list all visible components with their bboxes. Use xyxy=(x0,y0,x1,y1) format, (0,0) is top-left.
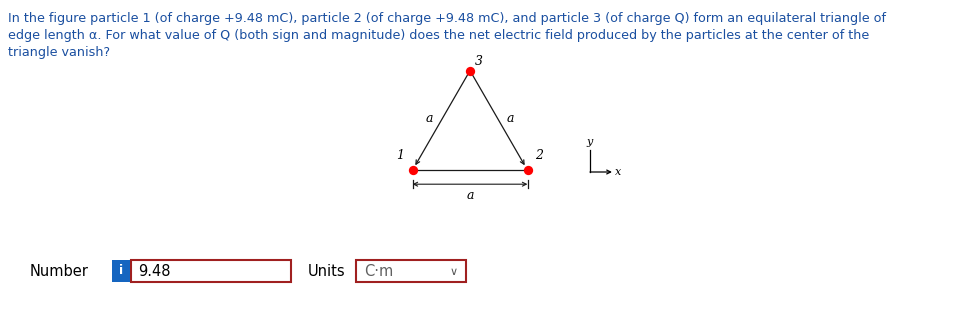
Text: Units: Units xyxy=(308,264,346,279)
Text: a: a xyxy=(425,112,433,125)
Text: a: a xyxy=(507,112,515,125)
Text: 9.48: 9.48 xyxy=(138,264,171,279)
Text: edge length α. For what value of Q (both sign and magnitude) does the net electr: edge length α. For what value of Q (both… xyxy=(8,29,869,42)
Point xyxy=(405,167,420,173)
Text: 3: 3 xyxy=(475,55,483,68)
Bar xyxy=(131,260,291,282)
Bar xyxy=(112,260,130,282)
Text: y: y xyxy=(586,137,593,147)
Text: In the figure particle 1 (of charge +9.48 mC), particle 2 (of charge +9.48 mC), : In the figure particle 1 (of charge +9.4… xyxy=(8,12,886,25)
Text: Number: Number xyxy=(30,264,89,279)
Bar xyxy=(356,260,466,282)
Text: i: i xyxy=(118,265,123,278)
Text: a: a xyxy=(466,189,474,202)
Text: 1: 1 xyxy=(396,149,405,162)
Text: triangle vanish?: triangle vanish? xyxy=(8,46,110,59)
Text: 2: 2 xyxy=(535,149,544,162)
Point xyxy=(519,167,535,173)
Text: x: x xyxy=(615,167,621,177)
Text: ∨: ∨ xyxy=(450,267,458,277)
Text: C·m: C·m xyxy=(364,264,393,279)
Point xyxy=(462,68,478,73)
